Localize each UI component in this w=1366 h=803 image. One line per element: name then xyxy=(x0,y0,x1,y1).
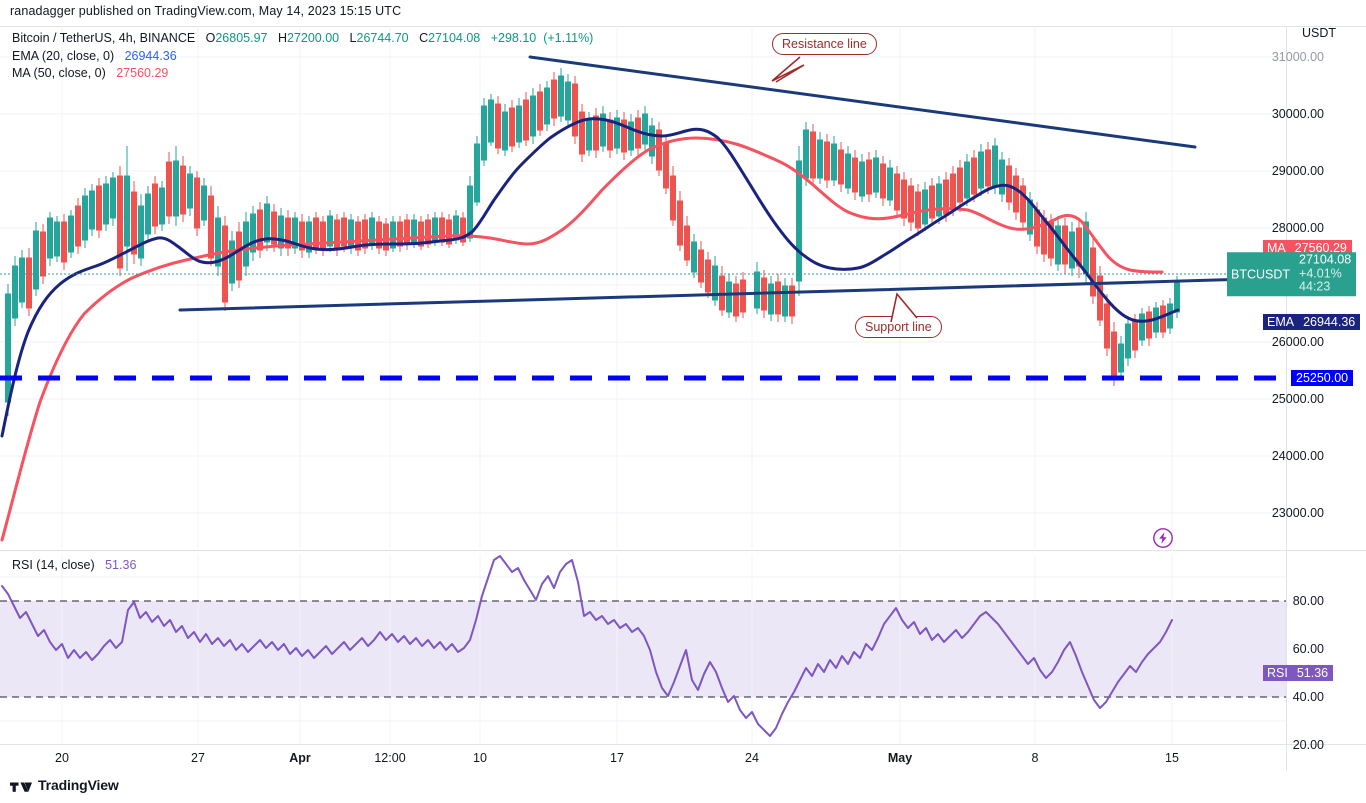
symbol-legend-row[interactable]: Bitcoin / TetherUS, 4h, BINANCE O26805.9… xyxy=(12,30,593,47)
time-tick-20: 20 xyxy=(55,751,69,765)
rsi-value-badge[interactable]: RSI 51.36 xyxy=(1263,665,1334,681)
axis-tick-23000: 23000.00 xyxy=(1271,506,1324,520)
symbol-title: Bitcoin / TetherUS, 4h, BINANCE xyxy=(12,31,196,45)
ma-50-line xyxy=(0,136,1164,542)
last-price-badge[interactable]: BTCUSDT 27104.08 +4.01% 44:23 xyxy=(1227,252,1357,296)
rsi-plot xyxy=(0,554,1286,744)
ema-badge-value: 26944.36 xyxy=(1298,314,1361,330)
rsi-tick-40: 40.00 xyxy=(1292,690,1324,704)
time-tick-apr: Apr xyxy=(289,751,311,765)
ma-price-badge[interactable]: MA 27560.29 xyxy=(1263,240,1352,256)
rsi-tick-20: 20.00 xyxy=(1292,738,1324,752)
time-tick-1200: 12:00 xyxy=(374,751,406,765)
rsi-grid xyxy=(0,554,1286,744)
axis-tick-29000: 29000.00 xyxy=(1271,164,1324,178)
ohlc-open: O26805.97 xyxy=(205,31,268,45)
ma-legend-row[interactable]: MA (50, close, 0) 27560.29 xyxy=(12,65,593,82)
time-tick-8: 8 xyxy=(1031,751,1039,765)
price-plot xyxy=(0,26,1286,548)
tradingview-logo-icon xyxy=(10,782,32,792)
time-tick-may: May xyxy=(887,751,913,765)
resistance-callout-bubble: Resistance line xyxy=(772,33,877,55)
last-badge-symbol: BTCUSDT xyxy=(1227,252,1295,296)
rsi-line xyxy=(1,555,1173,737)
level-price-badge[interactable]: 25250.00 xyxy=(1291,370,1354,386)
rsi-badge-tag: RSI xyxy=(1263,665,1292,681)
axis-tick-25000: 25000.00 xyxy=(1271,392,1324,406)
support-callout-bubble: Support line xyxy=(855,316,942,338)
last-badge-change: +4.01% xyxy=(1299,265,1342,280)
price-axis[interactable]: USDT 31000.00 30000.00 29000.00 28000.00… xyxy=(1227,26,1366,752)
level-badge-value: 25250.00 xyxy=(1291,370,1354,386)
ema-badge-tag: EMA xyxy=(1263,314,1299,330)
resistance-callout-tail xyxy=(771,56,805,83)
ma-badge-value: 27560.29 xyxy=(1289,240,1352,256)
ma-legend-value: 27560.29 xyxy=(116,66,169,80)
last-badge-countdown: 44:23 xyxy=(1299,279,1331,294)
ema-20-line xyxy=(0,117,1180,438)
grid-lines xyxy=(0,26,1286,548)
ma-badge-tag: MA xyxy=(1263,240,1290,256)
lightning-bolt-icon[interactable] xyxy=(1152,527,1174,548)
tradingview-wordmark: TradingView xyxy=(38,777,119,793)
ema-price-badge[interactable]: EMA 26944.36 xyxy=(1263,314,1361,330)
axis-tick-26000: 26000.00 xyxy=(1271,335,1324,349)
support-trendline xyxy=(178,276,1286,312)
tradingview-logo[interactable]: TradingView xyxy=(10,777,119,793)
ema-legend-label: EMA (20, close, 0) xyxy=(12,48,115,63)
header-divider xyxy=(0,26,1366,27)
support-line-callout[interactable]: Support line xyxy=(855,292,942,338)
ma-legend-label: MA (50, close, 0) xyxy=(12,66,106,80)
time-tick-10: 10 xyxy=(473,751,487,765)
support-callout-tail xyxy=(890,292,918,323)
pane-divider xyxy=(0,550,1366,551)
time-axis[interactable]: 20 27 Apr 12:00 10 17 24 May 8 15 xyxy=(0,745,1286,771)
ohlc-low: L26744.70 xyxy=(349,31,409,45)
price-legend: Bitcoin / TetherUS, 4h, BINANCE O26805.9… xyxy=(12,30,593,83)
change-percent: (+1.11%) xyxy=(543,31,594,45)
axis-unit-label: USDT xyxy=(1301,26,1336,40)
rsi-legend-value: 51.36 xyxy=(105,558,137,572)
axis-tick-31000: 31000.00 xyxy=(1271,50,1324,64)
time-tick-15: 15 xyxy=(1165,751,1179,765)
chart-frame: Bitcoin / TetherUS, 4h, BINANCE O26805.9… xyxy=(0,26,1366,771)
rsi-legend-label: RSI (14, close) xyxy=(12,558,95,572)
rsi-legend[interactable]: RSI (14, close) 51.36 xyxy=(12,558,136,572)
rsi-tick-60: 60.00 xyxy=(1292,642,1324,656)
change-absolute: +298.10 xyxy=(490,31,537,45)
ema-legend-row[interactable]: EMA (20, close, 0) 26944.36 xyxy=(12,48,593,65)
time-tick-27: 27 xyxy=(191,751,205,765)
axis-tick-28000: 28000.00 xyxy=(1271,221,1324,235)
price-axis-divider xyxy=(1286,26,1287,771)
rsi-badge-value: 51.36 xyxy=(1291,665,1334,681)
axis-tick-30000: 30000.00 xyxy=(1271,107,1324,121)
candlestick-series xyxy=(5,68,1180,416)
attribution-text: ranadagger published on TradingView.com,… xyxy=(10,4,402,18)
time-axis-divider xyxy=(0,744,1366,745)
ohlc-high: H27200.00 xyxy=(277,31,340,45)
ohlc-close: C27104.08 xyxy=(419,31,481,45)
last-badge-values: 27104.08 +4.01% 44:23 xyxy=(1294,252,1357,296)
price-pane[interactable]: Bitcoin / TetherUS, 4h, BINANCE O26805.9… xyxy=(0,26,1286,548)
axis-tick-24000: 24000.00 xyxy=(1271,449,1324,463)
last-badge-price: 27104.08 xyxy=(1299,252,1352,267)
ema-legend-value: 26944.36 xyxy=(124,48,177,63)
resistance-trendline xyxy=(528,55,1197,149)
rsi-tick-80: 80.00 xyxy=(1292,594,1324,608)
time-tick-24: 24 xyxy=(745,751,759,765)
resistance-line-callout[interactable]: Resistance line xyxy=(771,33,877,83)
time-tick-17: 17 xyxy=(610,751,624,765)
rsi-pane[interactable]: RSI (14, close) 51.36 xyxy=(0,554,1286,744)
